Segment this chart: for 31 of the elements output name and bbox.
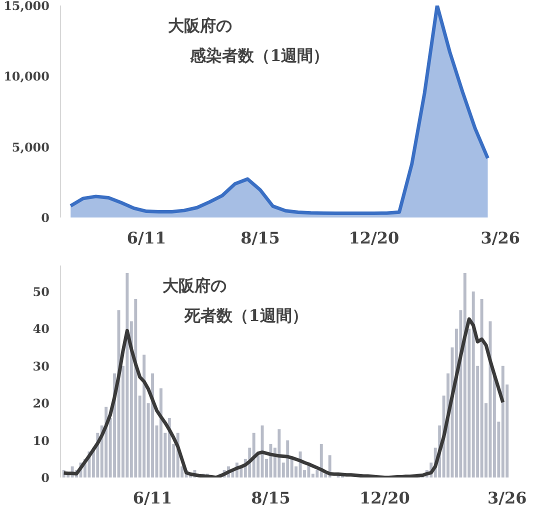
text: 大阪府の死者数（1週間） bbox=[162, 276, 308, 325]
y-tick-label: 20 bbox=[32, 396, 50, 411]
x-tick-label: 8/15 bbox=[240, 228, 280, 248]
bar bbox=[134, 298, 138, 478]
y-tick-label: 0 bbox=[41, 211, 50, 225]
y-tick-label: 10 bbox=[32, 434, 50, 448]
x-tick-label: 3/26 bbox=[480, 228, 520, 248]
x-tick-label: 12/20 bbox=[360, 488, 410, 508]
x-tick-label: 6/11 bbox=[126, 228, 166, 248]
y-tick-label: 0 bbox=[41, 471, 50, 485]
y-tick-label: 30 bbox=[32, 359, 50, 374]
x-tick-label: 12/20 bbox=[348, 228, 400, 248]
x-tick-label: 8/15 bbox=[251, 488, 290, 508]
y-tick-label: 50 bbox=[32, 285, 50, 300]
bar bbox=[260, 425, 264, 478]
text: 大阪府の感染者数（1週間） bbox=[168, 16, 330, 65]
bar bbox=[126, 272, 129, 478]
y-tick-label: 10,000 bbox=[4, 70, 50, 84]
bar bbox=[480, 298, 484, 478]
x-tick-label: 3/26 bbox=[488, 488, 527, 508]
x-tick-label: 6/11 bbox=[132, 488, 172, 508]
y-tick-label: 40 bbox=[32, 322, 50, 336]
bar bbox=[159, 388, 162, 478]
bar bbox=[463, 272, 466, 478]
y-tick-label: 5,000 bbox=[12, 140, 50, 154]
bar bbox=[501, 366, 504, 478]
bar bbox=[142, 354, 146, 478]
y-tick-label: 15,000 bbox=[4, 0, 50, 13]
bar bbox=[278, 429, 281, 478]
bar bbox=[472, 292, 475, 478]
bar bbox=[151, 373, 154, 478]
